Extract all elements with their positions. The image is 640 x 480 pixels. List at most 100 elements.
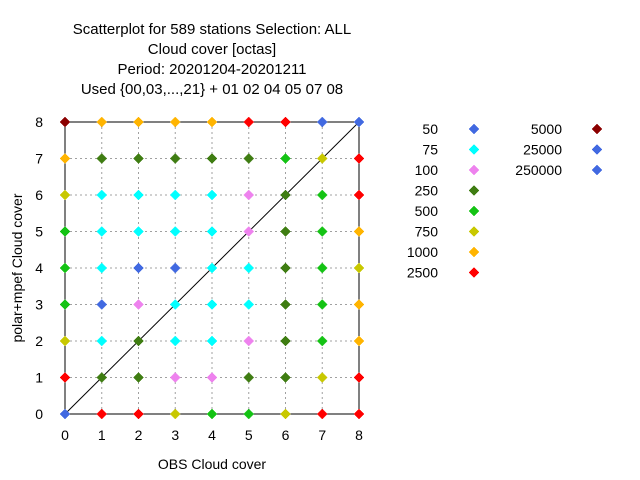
- data-point: [59, 335, 71, 347]
- legend-marker: [468, 185, 480, 196]
- data-point: [353, 153, 365, 164]
- data-point: [316, 153, 328, 164]
- data-point: [206, 189, 218, 201]
- x-tick-label: 5: [245, 427, 253, 443]
- legend-marker: [468, 205, 480, 217]
- data-point: [206, 408, 218, 420]
- title-line-2: Cloud cover [octas]: [148, 41, 276, 58]
- title-line-3: Period: 20201204-20201211: [117, 61, 306, 78]
- x-tick-label: 1: [98, 427, 106, 443]
- data-point: [169, 116, 181, 128]
- data-point: [280, 153, 291, 164]
- data-point: [206, 153, 218, 164]
- data-point: [59, 153, 71, 164]
- data-point: [353, 408, 365, 420]
- legend-label: 5000: [531, 121, 562, 137]
- data-point: [243, 153, 255, 164]
- legend-marker: [591, 123, 603, 135]
- legend-entry: 250000: [515, 162, 603, 178]
- title-line-4: Used {00,03,...,21} + 01 02 04 05 07 08: [81, 81, 343, 98]
- data-point: [280, 335, 291, 347]
- legend-label: 75: [422, 142, 438, 158]
- y-tick-label: 7: [35, 151, 43, 167]
- legend-label: 100: [415, 162, 439, 178]
- legend-marker: [468, 267, 480, 278]
- legend-entry: 100: [415, 162, 480, 178]
- data-point: [59, 372, 71, 383]
- title-line-1: Scatterplot for 589 stations Selection: …: [73, 21, 352, 38]
- data-point: [59, 116, 71, 128]
- legend-label: 2500: [407, 265, 438, 281]
- data-point: [59, 408, 71, 420]
- y-tick-label: 4: [35, 260, 43, 276]
- legend-entry: 50: [422, 121, 480, 137]
- legend-entry: 250: [415, 183, 480, 199]
- data-point: [353, 116, 365, 128]
- y-tick-label: 2: [35, 333, 43, 349]
- data-point: [243, 226, 255, 237]
- data-point: [280, 226, 291, 237]
- legend-marker: [591, 164, 603, 176]
- data-point: [316, 189, 328, 201]
- legend-marker: [468, 246, 480, 258]
- y-tick-label: 0: [35, 406, 43, 422]
- data-point: [133, 262, 144, 274]
- data-point: [206, 299, 218, 310]
- x-tick-label: 7: [318, 427, 326, 443]
- legend-label: 25000: [523, 142, 562, 158]
- data-point: [96, 153, 108, 164]
- data-point: [243, 372, 255, 383]
- data-point: [243, 299, 255, 310]
- data-point: [243, 408, 255, 420]
- data-point: [169, 153, 181, 164]
- legend-label: 1000: [407, 244, 438, 260]
- data-point: [133, 116, 144, 128]
- data-point: [169, 408, 181, 420]
- legend-label: 250000: [515, 162, 562, 178]
- data-point: [353, 372, 365, 383]
- y-tick-label: 1: [35, 370, 43, 386]
- data-point: [280, 299, 291, 310]
- data-point: [59, 299, 71, 310]
- data-point: [133, 335, 144, 347]
- data-point: [96, 372, 108, 383]
- legend-entry: 1000: [407, 244, 480, 260]
- legend-entry: 750: [415, 224, 480, 240]
- data-point: [243, 189, 255, 201]
- chart-title: Scatterplot for 589 stations Selection: …: [73, 21, 352, 98]
- data-point: [353, 262, 365, 274]
- legend: 50 75 100 250 500 750 1000 2500 5000 25000 250000: [407, 121, 603, 281]
- data-point: [316, 299, 328, 310]
- legend-marker: [468, 226, 480, 237]
- data-point: [206, 116, 218, 128]
- legend-marker: [468, 164, 480, 176]
- data-point: [169, 226, 181, 237]
- data-point: [243, 262, 255, 274]
- data-point: [280, 189, 291, 201]
- data-point: [316, 262, 328, 274]
- data-point: [280, 372, 291, 383]
- x-tick-label: 8: [355, 427, 363, 443]
- legend-entry: 5000: [531, 121, 603, 137]
- x-tick-label: 4: [208, 427, 216, 443]
- data-point: [169, 299, 181, 310]
- data-point: [96, 226, 108, 237]
- data-point: [206, 372, 218, 383]
- legend-entry: 2500: [407, 265, 480, 281]
- data-point: [96, 262, 108, 274]
- data-point: [133, 372, 144, 383]
- legend-label: 500: [415, 203, 439, 219]
- legend-marker: [468, 123, 480, 135]
- legend-entry: 75: [422, 142, 480, 158]
- data-point: [96, 408, 108, 420]
- legend-label: 50: [422, 121, 438, 137]
- data-point: [243, 116, 255, 128]
- data-point: [353, 226, 365, 237]
- data-point: [280, 262, 291, 274]
- data-point: [96, 335, 108, 347]
- legend-entry: 500: [415, 203, 480, 219]
- data-point: [206, 226, 218, 237]
- y-tick-label: 8: [35, 114, 43, 130]
- y-axis-label: polar+mpef Cloud cover: [9, 193, 25, 342]
